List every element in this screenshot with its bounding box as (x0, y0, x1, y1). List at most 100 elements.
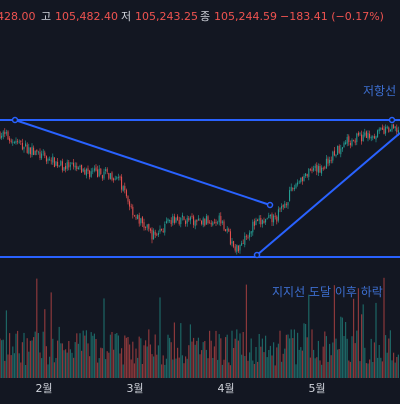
volume-bar (319, 360, 321, 378)
volume-bar (116, 333, 118, 378)
candle-body (300, 177, 302, 182)
candle-body (292, 188, 294, 190)
volume-bar (285, 334, 287, 378)
candle-body (266, 218, 268, 220)
candle-body (122, 186, 124, 191)
volume-bar (69, 349, 71, 378)
ohlc-low-value: 105,243.25 (135, 10, 198, 23)
candle-body (17, 140, 19, 142)
ascending-trendline[interactable] (256, 132, 400, 256)
candle-body (189, 217, 191, 221)
x-tick-label: 3월 (126, 382, 143, 395)
volume-bar (325, 336, 327, 378)
volume-bar (257, 361, 259, 378)
volume-bar (348, 360, 350, 378)
candle-body (169, 220, 171, 221)
candle-body (181, 215, 183, 218)
trendline-handle[interactable] (266, 201, 274, 209)
candle-body (329, 159, 331, 163)
volume-bar (337, 349, 339, 378)
candle-body (114, 178, 116, 180)
candle-body (23, 147, 25, 150)
candle-body (98, 168, 100, 177)
volume-bar (247, 360, 249, 378)
candle-body (10, 140, 12, 142)
volume-bar (41, 358, 43, 378)
volume-bar (37, 333, 39, 378)
volume-bar (178, 357, 180, 378)
volume-bar (15, 333, 17, 378)
candle-body (249, 232, 251, 238)
volume-bar (295, 364, 297, 378)
volume-bar (89, 356, 91, 378)
volume-bar (68, 341, 70, 378)
volume-bar (65, 349, 67, 378)
volume-bar (201, 350, 203, 378)
candle-body (157, 233, 159, 236)
volume-bar (353, 298, 355, 378)
volume-bar (321, 364, 323, 378)
candle-body (149, 228, 151, 231)
trendline-handle[interactable] (11, 116, 19, 124)
candle-body (268, 215, 270, 219)
candle-body (231, 241, 233, 244)
candle-body (82, 168, 84, 172)
trendline-handle[interactable] (253, 251, 261, 259)
volume-bar (12, 346, 14, 378)
candle-body (191, 216, 193, 217)
volume-bar (60, 343, 62, 378)
volume-bar (191, 341, 193, 378)
volume-bars (0, 277, 399, 378)
volume-bar (167, 334, 169, 378)
volume-bar (77, 343, 79, 378)
volume-bar (95, 339, 97, 378)
volume-bar (284, 348, 286, 378)
volume-bar (154, 334, 156, 378)
volume-bar (175, 358, 177, 378)
candle-body (89, 170, 91, 178)
candle-body (132, 206, 134, 216)
candle-body (349, 143, 351, 146)
candle-body (220, 216, 222, 224)
volume-bar (266, 357, 268, 378)
volume-bar (252, 360, 254, 378)
candle-body (341, 147, 343, 150)
candle-body (162, 230, 164, 233)
descending-trendline[interactable] (14, 119, 271, 206)
candle-body (57, 161, 59, 167)
volume-bar (149, 344, 151, 378)
volume-bar (239, 333, 241, 378)
candle-body (26, 144, 28, 153)
volume-bar (276, 347, 278, 378)
candle-body (324, 167, 326, 169)
volume-bar (177, 347, 179, 378)
volume-bar (185, 356, 187, 378)
candle-body (87, 168, 89, 172)
candle-body (311, 169, 313, 171)
volume-bar (265, 335, 267, 378)
volume-bar (269, 345, 271, 378)
volume-bar (220, 338, 222, 378)
candle-body (140, 218, 142, 224)
trendline-handle[interactable] (388, 116, 396, 124)
candle-body (351, 140, 353, 146)
candle-body (282, 204, 284, 207)
trendlines[interactable] (0, 116, 400, 259)
volume-bar (140, 338, 142, 378)
candle-body (113, 178, 115, 181)
candle-body (340, 148, 342, 155)
candle-body (396, 127, 398, 132)
volume-bar (308, 294, 310, 378)
candle-body (316, 164, 318, 172)
volume-bar (289, 338, 291, 378)
volume-bar (389, 330, 391, 378)
candle-body (21, 142, 23, 150)
candle-body (1, 135, 3, 138)
volume-bar (45, 346, 47, 378)
volume-bar (282, 353, 284, 378)
candle-body (85, 169, 87, 176)
volume-bar (23, 332, 25, 378)
candle-body (245, 235, 247, 237)
